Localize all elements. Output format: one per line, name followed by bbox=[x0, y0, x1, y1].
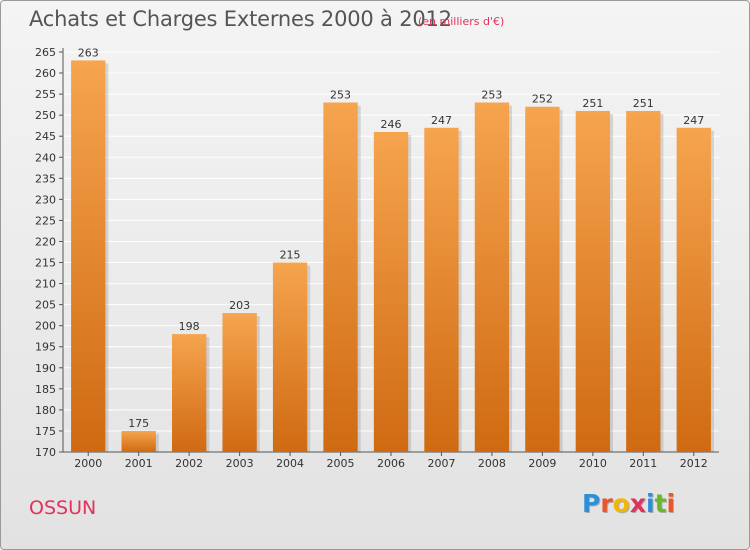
data-label: 253 bbox=[330, 89, 351, 102]
y-tick-label: 175 bbox=[35, 425, 56, 438]
x-tick-label: 2002 bbox=[175, 457, 203, 470]
bar bbox=[222, 313, 257, 452]
data-label: 203 bbox=[229, 299, 250, 312]
logo-letter: i bbox=[666, 489, 676, 518]
y-tick-label: 225 bbox=[35, 214, 56, 227]
y-tick-label: 200 bbox=[35, 320, 56, 333]
x-tick-label: 2000 bbox=[74, 457, 102, 470]
x-tick-label: 2011 bbox=[629, 457, 657, 470]
commune-name: OSSUN bbox=[29, 497, 97, 519]
bar bbox=[424, 127, 459, 452]
bar bbox=[626, 110, 661, 453]
bar bbox=[121, 430, 156, 452]
data-label: 215 bbox=[280, 249, 301, 262]
data-label: 251 bbox=[582, 97, 603, 110]
bar bbox=[525, 106, 560, 452]
y-tick-label: 195 bbox=[35, 341, 56, 354]
y-tick-labels: 170 175 180 185 190 195 200 205 210 215 220 225 230 2… bbox=[35, 46, 56, 459]
bars bbox=[71, 60, 714, 453]
bar bbox=[575, 110, 611, 453]
bar bbox=[373, 132, 409, 452]
logo-letter: r bbox=[600, 489, 613, 518]
data-label: 247 bbox=[431, 114, 452, 127]
logo-letter: x bbox=[629, 489, 646, 518]
x-tick-label: 2001 bbox=[125, 457, 153, 470]
y-tick-label: 230 bbox=[35, 193, 56, 206]
data-label: 263 bbox=[78, 46, 99, 59]
y-tick-label: 190 bbox=[35, 362, 56, 375]
bar bbox=[676, 127, 711, 452]
logo-letter: o bbox=[612, 489, 630, 518]
y-tick-label: 265 bbox=[35, 46, 56, 59]
y-tick-label: 255 bbox=[35, 88, 56, 101]
x-tick-label: 2010 bbox=[579, 457, 607, 470]
bar bbox=[474, 102, 510, 453]
y-tick-label: 260 bbox=[35, 67, 56, 80]
bar bbox=[272, 262, 308, 452]
x-tick-label: 2009 bbox=[528, 457, 556, 470]
y-tick-label: 205 bbox=[35, 299, 56, 312]
y-tick-label: 220 bbox=[35, 235, 56, 248]
x-tick-label: 2012 bbox=[680, 457, 708, 470]
data-label: 246 bbox=[381, 118, 402, 131]
x-tick-label: 2008 bbox=[478, 457, 506, 470]
bar bbox=[71, 60, 106, 452]
x-tick-label: 2007 bbox=[427, 457, 455, 470]
data-label: 175 bbox=[128, 417, 149, 430]
logo-letter: t bbox=[654, 489, 667, 518]
data-label: 253 bbox=[481, 89, 502, 102]
y-tick-label: 170 bbox=[35, 446, 56, 459]
y-tick-label: 215 bbox=[35, 257, 56, 270]
chart-title: Achats et Charges Externes 2000 à 2012 bbox=[29, 7, 452, 31]
x-tick-labels: 2000 2001 2002 2003 2004 2005 2006 2007 2008 2009… bbox=[74, 457, 708, 470]
logo-letter: i bbox=[646, 489, 655, 518]
x-tick-label: 2003 bbox=[226, 457, 254, 470]
bar bbox=[323, 102, 358, 453]
y-tick-label: 250 bbox=[35, 109, 56, 122]
y-tick-label: 180 bbox=[35, 404, 56, 417]
data-label: 252 bbox=[532, 93, 553, 106]
chart-subtitle: (en milliers d'€) bbox=[418, 15, 505, 28]
bar bbox=[171, 334, 207, 452]
data-labels: 263 175 198 203 215 253 246 247 253 252 251 251 247 bbox=[78, 46, 705, 430]
data-label: 198 bbox=[179, 320, 200, 333]
x-tick-label: 2004 bbox=[276, 457, 304, 470]
y-tick-label: 185 bbox=[35, 383, 56, 396]
proxiti-logo[interactable]: Proxiti bbox=[582, 489, 675, 518]
data-label: 251 bbox=[633, 97, 654, 110]
logo-letter: P bbox=[582, 489, 601, 518]
x-tick-label: 2005 bbox=[327, 457, 355, 470]
x-tick-label: 2006 bbox=[377, 457, 405, 470]
data-label: 247 bbox=[683, 114, 704, 127]
y-tick-label: 210 bbox=[35, 278, 56, 291]
y-tick-label: 235 bbox=[35, 172, 56, 185]
y-tick-label: 245 bbox=[35, 130, 56, 143]
y-tick-label: 240 bbox=[35, 151, 56, 164]
